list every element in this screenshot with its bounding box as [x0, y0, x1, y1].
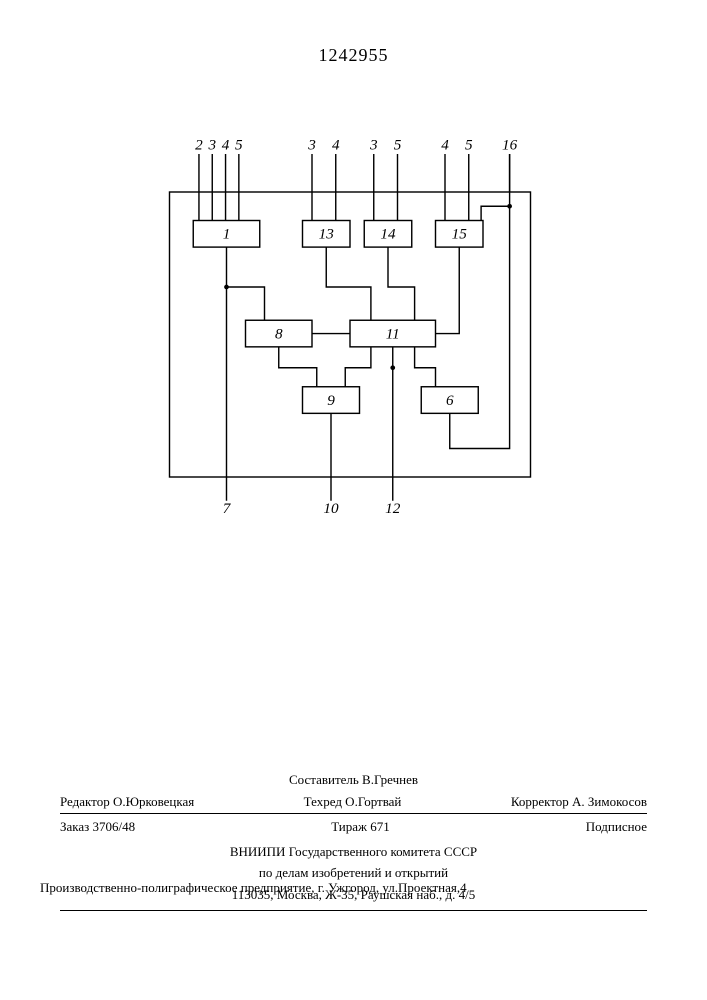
- svg-text:8: 8: [275, 325, 283, 342]
- svg-text:2: 2: [195, 136, 203, 153]
- svg-text:7: 7: [223, 500, 232, 515]
- svg-text:4: 4: [332, 136, 340, 153]
- svg-text:14: 14: [380, 226, 396, 243]
- svg-text:3: 3: [369, 136, 378, 153]
- svg-text:16: 16: [502, 136, 518, 153]
- printer-line: Производственно-полиграфическое предприя…: [40, 880, 667, 896]
- svg-text:1: 1: [223, 226, 231, 243]
- techred: Техред О.Гортвай: [304, 792, 402, 812]
- order-number: Заказ 3706/48: [60, 817, 135, 837]
- editor: Редактор О.Юрковецкая: [60, 792, 194, 812]
- document-number: 1242955: [319, 45, 389, 66]
- svg-text:15: 15: [452, 226, 468, 243]
- svg-text:5: 5: [235, 136, 243, 153]
- subscription: Подписное: [586, 817, 647, 837]
- svg-text:13: 13: [319, 226, 335, 243]
- block-diagram: 11314158119623453435451671012: [140, 135, 560, 515]
- corrector: Корректор А. Зимокосов: [511, 792, 647, 812]
- svg-text:6: 6: [446, 392, 454, 409]
- svg-text:4: 4: [222, 136, 230, 153]
- circulation: Тираж 671: [331, 817, 390, 837]
- compiler: Составитель В.Гречнев: [60, 770, 647, 790]
- svg-text:11: 11: [386, 325, 400, 342]
- svg-text:3: 3: [307, 136, 316, 153]
- svg-text:12: 12: [385, 500, 401, 515]
- svg-text:5: 5: [394, 136, 402, 153]
- svg-text:10: 10: [323, 500, 339, 515]
- org-line-1: ВНИИПИ Государственного комитета СССР: [60, 842, 647, 862]
- svg-text:3: 3: [207, 136, 216, 153]
- svg-text:5: 5: [465, 136, 473, 153]
- svg-text:9: 9: [327, 392, 335, 409]
- svg-text:4: 4: [441, 136, 449, 153]
